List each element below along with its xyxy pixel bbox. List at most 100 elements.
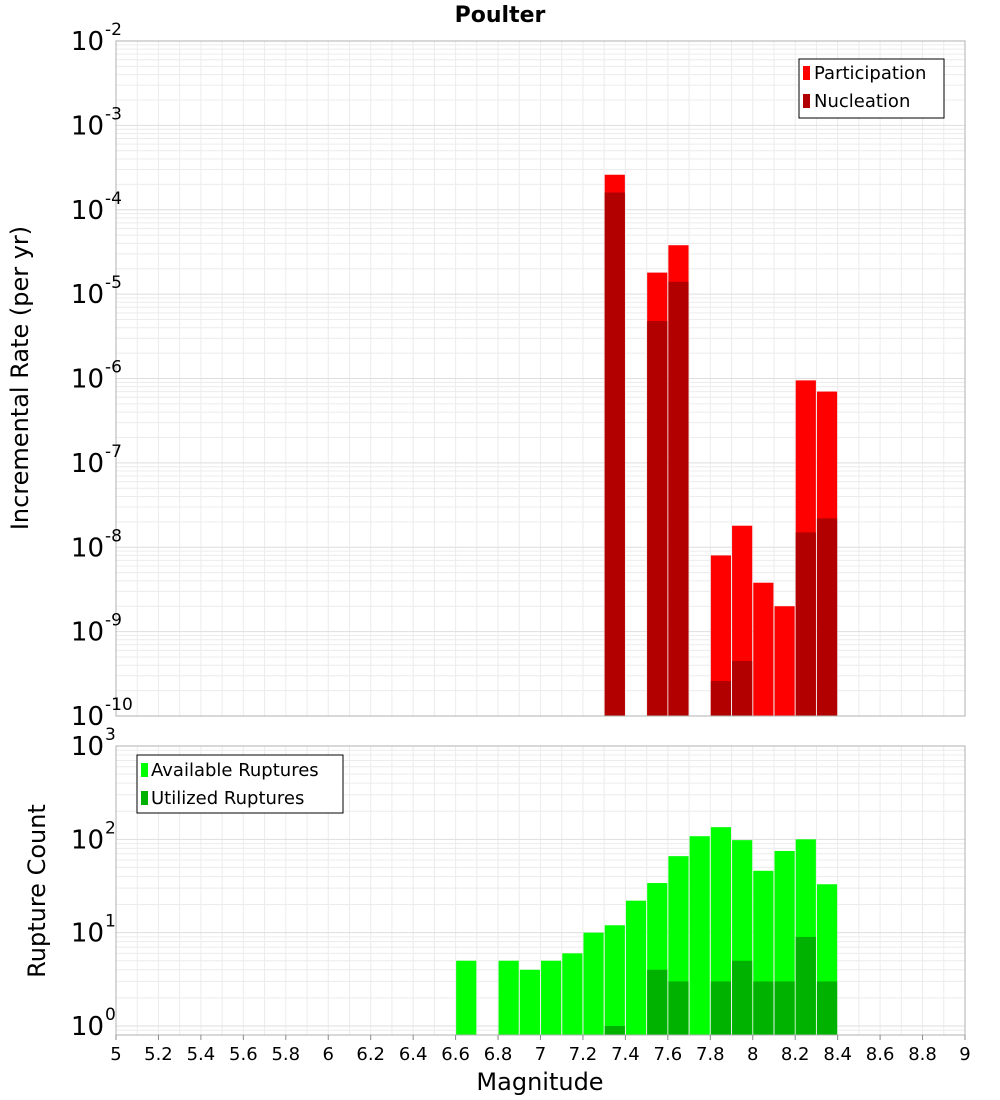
legend-swatch-nucleation: [803, 94, 810, 108]
x-tick-label: 5: [110, 1044, 121, 1065]
x-tick-label: 8.2: [781, 1044, 810, 1065]
y-tick-exponent: -6: [105, 358, 122, 378]
y-tick-label: 10: [71, 702, 104, 732]
top-bars: [604, 174, 838, 717]
bottom-bar-available-ruptures: [562, 953, 583, 1035]
bottom-bar-utilized-ruptures: [604, 1025, 625, 1035]
top-plot-border: [115, 40, 966, 717]
bottom-bar-available-ruptures: [519, 969, 540, 1035]
x-tick-labels: 5 5.2 5.4 5.6 5.8 6 6.2 6.4 6.6 6.8 7 7.2 7.4 7.6 7.8 8…: [110, 1035, 971, 1065]
legend-label-utilized: Utilized Ruptures: [151, 788, 304, 809]
x-tick-label: 5.4: [187, 1044, 216, 1065]
x-tick-label: 6.4: [399, 1044, 428, 1065]
bottom-bar-utilized-ruptures: [753, 981, 774, 1035]
x-tick-label: 8.8: [908, 1044, 937, 1065]
top-bar-nucleation: [710, 680, 731, 716]
bottom-legend-box: [136, 754, 344, 814]
top-bar-nucleation: [668, 281, 689, 716]
bottom-legend: Available Ruptures Utilized Ruptures: [136, 754, 344, 814]
bottom-y-axis-label: Rupture Count: [23, 804, 51, 978]
top-bar-participation: [753, 582, 774, 716]
x-tick-label: 7.4: [611, 1044, 640, 1065]
y-tick-label: 10: [71, 732, 104, 762]
y-tick-exponent: 2: [105, 818, 116, 838]
x-tick-label: 8: [747, 1044, 758, 1065]
x-tick-label: 7: [535, 1044, 546, 1065]
y-tick-label: 10: [71, 111, 104, 141]
x-tick-label: 5.6: [229, 1044, 258, 1065]
legend-label-available: Available Ruptures: [151, 760, 319, 781]
x-tick-label: 7.2: [569, 1044, 598, 1065]
top-bar-nucleation: [604, 192, 625, 716]
top-legend-box: [798, 58, 945, 119]
y-tick-label: 10: [71, 365, 104, 395]
top-y-axis-label: Incremental Rate (per yr): [6, 226, 34, 530]
bottom-bar-available-ruptures: [689, 836, 710, 1035]
bottom-bar-available-ruptures: [583, 932, 604, 1035]
y-tick-label: 10: [71, 825, 104, 855]
y-tick-exponent: 3: [105, 725, 116, 745]
bottom-bar-available-ruptures: [498, 960, 519, 1035]
x-tick-label: 6: [323, 1044, 334, 1065]
bottom-bar-available-ruptures: [625, 900, 647, 1035]
y-tick-exponent: -4: [105, 189, 122, 209]
top-bar-participation: [774, 606, 795, 716]
y-tick-label: 10: [71, 919, 104, 949]
y-tick-exponent: -7: [105, 442, 122, 462]
y-tick-label: 10: [71, 618, 104, 648]
bottom-bar-utilized-ruptures: [668, 981, 689, 1035]
legend-swatch-available: [141, 763, 148, 777]
x-tick-label: 6.8: [484, 1044, 513, 1065]
top-bar-nucleation: [816, 518, 838, 716]
y-tick-label: 10: [71, 1012, 104, 1042]
bottom-bar-utilized-ruptures: [816, 981, 838, 1035]
bottom-bar-utilized-ruptures: [647, 969, 668, 1035]
y-tick-label: 10: [71, 280, 104, 310]
legend-swatch-participation: [803, 66, 810, 80]
top-gridlines: [115, 40, 966, 717]
bottom-bar-utilized-ruptures: [732, 960, 753, 1035]
top-bar-nucleation: [732, 660, 753, 716]
x-axis-label: Magnitude: [476, 1068, 603, 1096]
x-tick-label: 8.6: [866, 1044, 895, 1065]
x-tick-label: 7.6: [654, 1044, 683, 1065]
x-tick-label: 7.8: [696, 1044, 725, 1065]
y-tick-label: 10: [71, 449, 104, 479]
y-tick-exponent: -8: [105, 526, 122, 546]
bottom-bar-available-ruptures: [541, 960, 562, 1035]
y-tick-label: 10: [71, 27, 104, 57]
legend-label-nucleation: Nucleation: [814, 91, 910, 112]
legend-swatch-utilized: [141, 791, 148, 805]
x-tick-label: 6.2: [356, 1044, 385, 1065]
top-bar-nucleation: [647, 321, 668, 716]
y-tick-label: 10: [71, 533, 104, 563]
x-tick-label: 9: [959, 1044, 970, 1065]
y-tick-exponent: 1: [105, 912, 116, 932]
y-tick-exponent: -5: [105, 273, 122, 293]
x-tick-label: 5.2: [144, 1044, 173, 1065]
bottom-bars: [456, 827, 838, 1035]
y-tick-label: 10: [71, 196, 104, 226]
bottom-bar-utilized-ruptures: [774, 981, 795, 1035]
bottom-bar-available-ruptures: [456, 960, 477, 1035]
bottom-bar-utilized-ruptures: [795, 936, 816, 1035]
top-bar-nucleation: [795, 532, 816, 716]
chart-title: Poulter: [455, 3, 546, 28]
top-legend: Participation Nucleation: [798, 58, 945, 119]
legend-label-participation: Participation: [814, 63, 926, 84]
y-tick-exponent: -2: [105, 20, 122, 40]
y-tick-exponent: -9: [105, 611, 122, 631]
bottom-bar-utilized-ruptures: [710, 981, 731, 1035]
bottom-bar-available-ruptures: [604, 925, 625, 1035]
y-tick-exponent: -3: [105, 104, 122, 124]
x-tick-label: 8.4: [823, 1044, 852, 1065]
top-bar-participation: [710, 555, 731, 716]
x-tick-label: 5.8: [271, 1044, 300, 1065]
y-tick-exponent: -10: [105, 695, 133, 715]
